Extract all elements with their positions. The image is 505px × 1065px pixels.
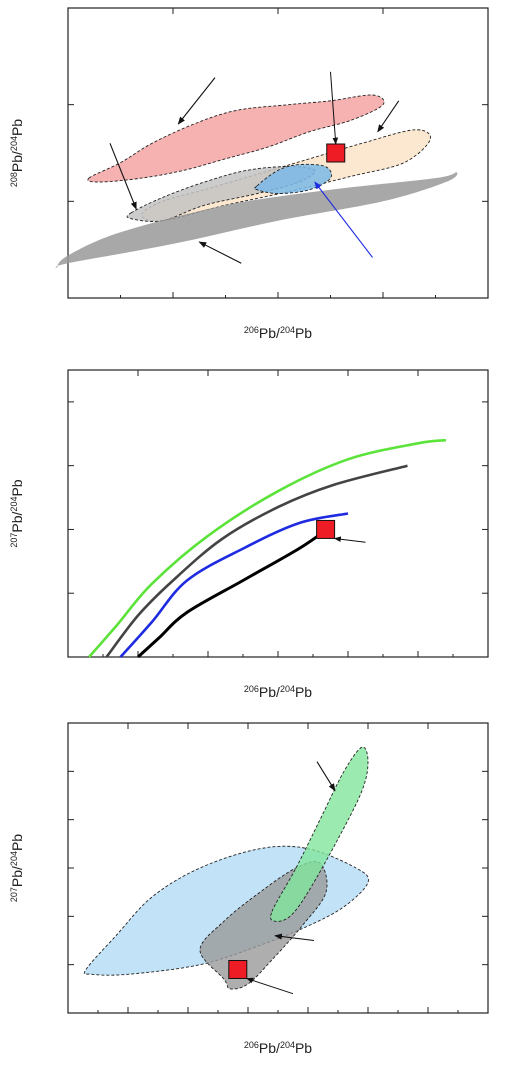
plot-frame (67, 7, 489, 299)
average-arrow (333, 536, 366, 543)
panel-b: 206Pb/204Pb 207Pb/204Pb (9, 369, 489, 700)
upper-crust-arrow (316, 761, 336, 792)
average-value-marker (228, 960, 248, 979)
morb-arrow (274, 933, 315, 942)
x-axis-label: 206Pb/204Pb (244, 684, 312, 700)
field-nakasib-and-ariab-sudan-ans (55, 172, 458, 268)
panel-a: 206Pb/204Pb 208Pb/204Pb (9, 7, 489, 341)
y-axis-label: 207Pb/204Pb (9, 479, 25, 547)
average-arrow (246, 977, 294, 995)
field-egyptian-bifs-ans (253, 163, 332, 195)
series-orogen (105, 464, 408, 658)
nakasib-arrow (198, 241, 242, 264)
oceanic-arrow (377, 100, 400, 133)
series-upper-crust (88, 438, 447, 658)
continental-arrow (177, 77, 216, 125)
y-axis-label: 208Pb/204Pb (9, 119, 25, 187)
egyptian-arrow (314, 181, 373, 258)
series-mantle (119, 512, 349, 658)
panel-c: 206Pb/204Pb 207Pb/204Pb (9, 722, 489, 1056)
sawawin-arrow (109, 143, 137, 210)
average-value-marker (316, 519, 336, 539)
field-continental (87, 94, 385, 183)
y-axis-label: 207Pb/204Pb (9, 834, 25, 902)
x-axis-label: 206Pb/204Pb (244, 325, 312, 341)
average-arrow (330, 71, 339, 145)
plot-frame (67, 369, 489, 658)
x-axis-label: 206Pb/204Pb (244, 1040, 312, 1056)
field-upper-crust (270, 746, 369, 922)
series-lower-crust (136, 528, 328, 659)
average-value-marker (326, 143, 346, 163)
